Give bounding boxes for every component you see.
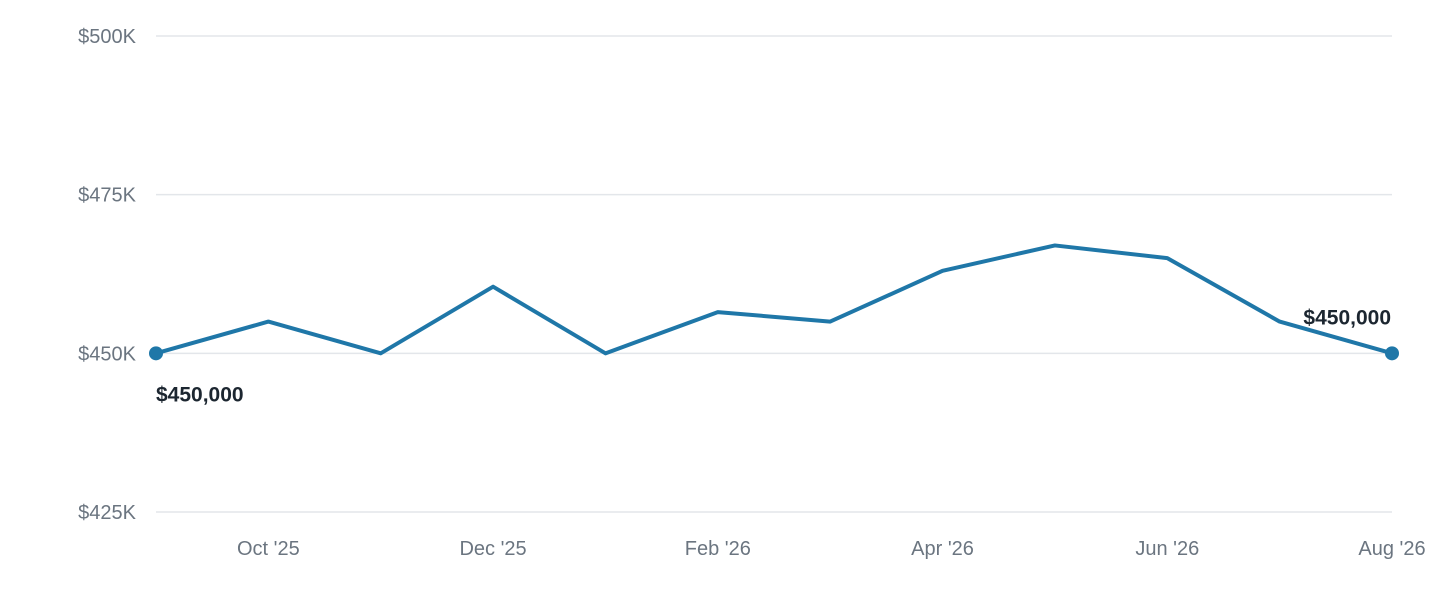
- x-tick-label: Dec '25: [459, 538, 526, 560]
- y-tick-label: $450K: [78, 343, 136, 365]
- y-axis-ticks: $500K $475K $450K $425K: [78, 26, 136, 524]
- data-point: [149, 346, 163, 361]
- x-tick-label: Feb '26: [685, 538, 751, 560]
- start-value-label: $450,000: [156, 383, 244, 406]
- x-axis-ticks: Oct '25 Dec '25 Feb '26 Apr '26 Jun '26 Aug '…: [237, 538, 1426, 560]
- x-tick-label: Oct '25: [237, 538, 300, 560]
- data-point: [1385, 346, 1399, 361]
- x-tick-label: Aug '26: [1358, 538, 1425, 560]
- end-value-label: $450,000: [1303, 306, 1391, 329]
- series-layer: [154, 243, 1394, 356]
- y-tick-label: $475K: [78, 185, 136, 207]
- endpoint-markers: [149, 346, 1399, 361]
- x-tick-label: Apr '26: [911, 538, 974, 560]
- series-line: [154, 243, 1394, 356]
- x-tick-label: Jun '26: [1135, 538, 1199, 560]
- grid-layer: [156, 35, 1392, 513]
- y-tick-label: $500K: [78, 26, 136, 48]
- y-tick-label: $425K: [78, 502, 136, 524]
